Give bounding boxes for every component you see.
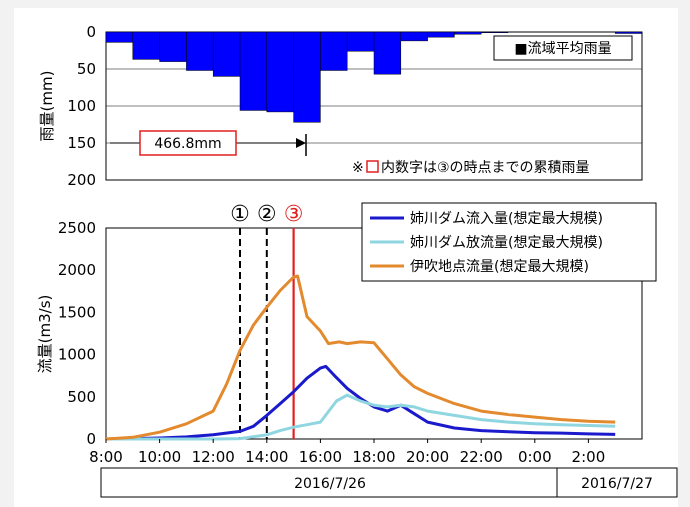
rainfall-bar [212,31,241,77]
legend-entry-label: 姉川ダム流入量(想定最大規模) [410,211,603,227]
rainfall-legend-box [493,35,633,61]
rainfall-bar [132,31,160,60]
rainfall-legend-label: ■流域平均雨量 [514,41,611,57]
discharge-series [105,274,616,441]
rainfall-y-ticks: 0 50 100 150 200 [67,23,96,189]
discharge-x-ticks: 8:00 10:00 12:00 14:00 16:00 18:00 20:00 22:00 0… [89,439,605,466]
note-prefix: ※ [352,160,364,176]
discharge-y-tick-label: 2500 [58,219,96,237]
x-tick-label: 2:00 [572,448,606,466]
x-tick-label: 18:00 [352,448,395,466]
x-tick-label: 20:00 [406,448,449,466]
rainfall-bar [400,31,428,42]
note-text: 内数字は③の時点までの累積雨量 [381,160,590,176]
x-tick-label: 10:00 [138,448,181,466]
discharge-y-tick-label: 2000 [58,261,96,279]
x-tick-label: 16:00 [299,448,342,466]
rainfall-bar [266,31,294,113]
discharge-y-tick-label: 1000 [58,346,96,364]
rainfall-y-tick-label: 0 [86,23,96,41]
event-marker-label: ③ [284,202,304,227]
rainfall-note: ※ 内数字は③の時点までの累積雨量 [352,160,590,176]
note-red-square-icon [366,160,379,173]
rainfall-y-axis-title: 雨量(mm) [38,71,56,142]
discharge-y-tick-label: 500 [67,388,96,406]
rainfall-legend: ■流域平均雨量 [493,35,633,61]
rainfall-bar [105,31,134,43]
rainfall-bar [454,31,482,35]
x-tick-label: 14:00 [245,448,288,466]
legend-entry-label: 伊吹地点流量(想定最大規模) [410,259,589,275]
discharge-series-line [105,274,616,441]
rainfall-bar [373,31,402,75]
rainfall-bars [105,31,643,123]
rainfall-bar [427,31,455,38]
date-bar-box [100,467,678,498]
cumulative-value-box [139,130,237,156]
event-marker-label: ① [230,202,250,227]
date-bar: 2016/7/26 2016/7/27 [100,467,678,498]
event-marker-label: ② [257,202,277,227]
rainfall-bar [239,31,268,111]
rainfall-panel: 0 50 100 150 200 雨量(mm) ■流域平均雨量 466.8mm ※ 内数… [38,23,643,189]
rainfall-y-tick-label: 50 [77,60,96,78]
rainfall-bar [293,31,321,123]
rainfall-bar [186,31,214,71]
discharge-series-line [105,364,616,441]
date-label-day2: 2016/7/27 [581,476,653,492]
legend-entry-label: 姉川ダム放流量(想定最大規模) [410,235,603,251]
discharge-y-tick-label: 0 [86,430,96,448]
x-tick-label: 22:00 [460,448,503,466]
cumulative-arrow-head [296,138,306,148]
rainfall-bar [320,31,348,71]
rainfall-y-tick-label: 200 [67,171,96,189]
discharge-y-tick-label: 1500 [58,303,96,321]
cumulative-rain-annotation: 466.8mm [110,130,307,156]
date-label-day1: 2016/7/26 [294,476,366,492]
cumulative-value: 466.8mm [154,136,221,152]
rainfall-bar [480,31,509,33]
x-tick-label: 12:00 [192,448,235,466]
discharge-y-ticks: 0 500 1000 1500 2000 2500 [58,219,96,448]
x-tick-label: 0:00 [518,448,552,466]
x-tick-label: 8:00 [89,448,123,466]
rainfall-bar [346,31,375,52]
discharge-legend: 姉川ダム流入量(想定最大規模) 姉川ダム放流量(想定最大規模) 伊吹地点流量(想定最… [361,202,657,282]
discharge-series-line [106,393,616,441]
rainfall-bar [614,31,643,34]
discharge-y-axis-title: 流量(m3/s) [36,295,54,374]
discharge-legend-box [361,202,657,282]
rainfall-y-tick-label: 100 [67,97,96,115]
rainfall-bar [159,31,187,62]
rainfall-y-tick-label: 150 [67,134,96,152]
